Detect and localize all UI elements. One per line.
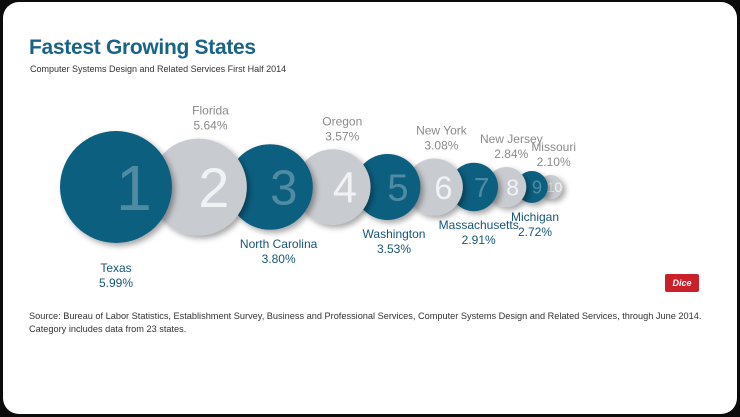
state-label: New Jersey [480, 132, 543, 146]
bubble-circle [60, 131, 172, 243]
bubble-florida: 2 [150, 138, 247, 236]
source-line-2: Category includes data from 23 states. [29, 324, 187, 334]
bubble-new-jersey: 8 [486, 166, 527, 208]
state-label: Missouri [531, 140, 576, 154]
source-note: Source: Bureau of Labor Statistics, Esta… [29, 310, 719, 336]
state-label: North Carolina [240, 237, 318, 251]
rank-number: 2 [198, 157, 229, 219]
chart-title: Fastest Growing States [29, 36, 256, 59]
value-label: 2.91% [462, 233, 496, 247]
value-label: 3.08% [424, 138, 458, 152]
state-label: Washington [363, 227, 426, 241]
value-label: 3.53% [377, 242, 411, 256]
bubble-circle [405, 158, 463, 216]
bubble-circle [150, 138, 247, 236]
chart-subtitle: Computer Systems Design and Related Serv… [30, 64, 287, 74]
state-label: New York [416, 123, 468, 137]
bubble-new-york: 6 [405, 158, 463, 216]
value-label: 3.57% [325, 129, 359, 143]
rank-number: 6 [434, 169, 452, 206]
bubble-north-carolina: 3 [227, 144, 313, 230]
value-label: 5.64% [194, 119, 228, 133]
state-label: Michigan [511, 210, 559, 224]
bubble-oregon: 4 [295, 149, 371, 225]
bubble-circle [486, 166, 527, 208]
state-label: Texas [100, 261, 131, 275]
bubble-texas: 1 [60, 131, 172, 243]
rank-number: 10 [547, 180, 563, 195]
value-label: 2.84% [494, 147, 528, 161]
dice-logo: Dice [665, 274, 699, 292]
rank-number: 1 [116, 152, 152, 224]
rank-number: 5 [387, 168, 408, 210]
bubble-massachusetts: 7 [449, 162, 499, 212]
value-label: 3.80% [262, 252, 296, 266]
value-label: 2.10% [537, 155, 571, 169]
bubble-circle [354, 153, 421, 221]
state-label: Massachusetts [439, 218, 519, 232]
source-line-1: Source: Bureau of Labor Statistics, Esta… [29, 311, 702, 321]
rank-number: 7 [474, 172, 489, 203]
rank-number: 4 [333, 165, 357, 213]
rank-number: 9 [532, 177, 542, 198]
state-label: Oregon [322, 114, 362, 128]
bubble-circle [227, 144, 313, 230]
bubble-circle [295, 149, 371, 225]
bubble-washington: 5 [354, 153, 421, 221]
bubble-circle [449, 162, 499, 212]
chart-card: Fastest Growing States Computer Systems … [3, 2, 737, 414]
rank-number: 3 [270, 161, 297, 216]
value-label: 2.72% [518, 225, 552, 239]
rank-number: 8 [506, 174, 519, 200]
value-label: 5.99% [99, 276, 133, 290]
state-label: Florida [192, 104, 229, 118]
